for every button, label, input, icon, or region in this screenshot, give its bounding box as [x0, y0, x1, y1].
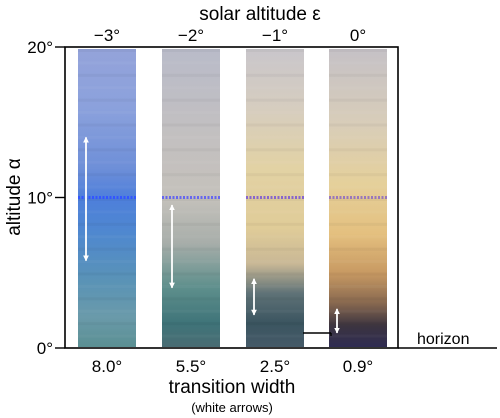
transition-width-labels: 8.0° 5.5° 2.5° 0.9°: [92, 357, 373, 376]
sky-band: [78, 99, 136, 102]
sky-band: [329, 223, 387, 226]
sky-band: [78, 273, 136, 276]
sky-band: [246, 335, 304, 338]
sky-band: [246, 111, 304, 114]
strips-layer: [78, 49, 387, 347]
sky-band: [162, 173, 220, 176]
sky-band: [246, 161, 304, 164]
sky-band: [329, 260, 387, 263]
sky-band: [246, 260, 304, 263]
sky-band: [329, 186, 387, 189]
sky-band: [246, 248, 304, 251]
sky-band: [329, 99, 387, 102]
sky-band: [246, 235, 304, 238]
sky-band: [329, 161, 387, 164]
y-tick-label: 20°: [27, 38, 53, 57]
sky-band: [162, 99, 220, 102]
y-axis-ticks: 0° 10° 20°: [27, 38, 65, 358]
sky-band: [162, 285, 220, 288]
sky-band: [329, 61, 387, 64]
sky-band: [162, 136, 220, 139]
sky-band: [162, 74, 220, 77]
solar-altitude-labels: −3° −2° −1° 0°: [94, 26, 366, 45]
y-tick-label: 10°: [27, 189, 53, 208]
sky-band: [329, 248, 387, 251]
solar-altitude-label: −3°: [94, 26, 120, 45]
sky-band: [329, 49, 387, 52]
sky-band: [162, 61, 220, 64]
sky-band: [246, 74, 304, 77]
sky-band: [246, 99, 304, 102]
sky-band: [78, 285, 136, 288]
sky-band: [329, 173, 387, 176]
sky-band: [162, 161, 220, 164]
sky-band: [78, 322, 136, 325]
sky-band: [246, 86, 304, 89]
sky-band: [162, 186, 220, 189]
sky-band: [78, 86, 136, 89]
sky-band: [162, 148, 220, 151]
sky-band: [329, 86, 387, 89]
sky-band: [329, 273, 387, 276]
y-tick-label: 0°: [37, 339, 53, 358]
sky-band: [246, 61, 304, 64]
y-axis-label: altitude α: [4, 158, 25, 236]
x-axis-sublabel: (white arrows): [191, 400, 273, 415]
sky-band: [78, 74, 136, 77]
solar-altitude-label: −2°: [178, 26, 204, 45]
sky-band: [329, 210, 387, 213]
sky-band: [246, 223, 304, 226]
transition-width-label: 0.9°: [343, 357, 373, 376]
sky-band: [162, 223, 220, 226]
transition-width-label: 2.5°: [260, 357, 290, 376]
chart-title: solar altitude ε: [199, 4, 321, 25]
sky-band: [246, 322, 304, 325]
sky-band: [162, 297, 220, 300]
sky-band: [246, 210, 304, 213]
sky-band: [78, 310, 136, 313]
sky-band: [162, 260, 220, 263]
sky-band: [162, 210, 220, 213]
solar-altitude-label: 0°: [350, 26, 366, 45]
transition-width-label: 5.5°: [176, 357, 206, 376]
sky-band: [329, 136, 387, 139]
x-axis-label: transition width: [169, 377, 296, 398]
sky-band: [329, 111, 387, 114]
sky-band: [162, 273, 220, 276]
sky-band: [162, 322, 220, 325]
sky-band: [329, 335, 387, 338]
sky-band: [329, 124, 387, 127]
sky-band: [246, 273, 304, 276]
horizon-label: horizon: [417, 331, 469, 348]
sky-band: [78, 297, 136, 300]
sky-band: [329, 235, 387, 238]
sky-band: [246, 124, 304, 127]
sky-band: [162, 335, 220, 338]
sky-band: [162, 124, 220, 127]
sky-band: [246, 49, 304, 52]
sky-band: [78, 111, 136, 114]
sky-band: [78, 61, 136, 64]
sky-band: [78, 335, 136, 338]
transition-width-label: 8.0°: [92, 357, 122, 376]
sky-band: [246, 186, 304, 189]
sky-band: [162, 49, 220, 52]
sky-band: [329, 74, 387, 77]
sky-band: [162, 310, 220, 313]
sky-band: [162, 248, 220, 251]
sky-band: [78, 49, 136, 52]
sky-band: [246, 148, 304, 151]
sky-band: [329, 297, 387, 300]
sky-band: [78, 124, 136, 127]
sky-band: [162, 235, 220, 238]
sky-band: [329, 148, 387, 151]
sky-band: [162, 111, 220, 114]
sky-band: [246, 136, 304, 139]
solar-altitude-label: −1°: [262, 26, 288, 45]
sky-band: [246, 173, 304, 176]
sky-band: [162, 86, 220, 89]
sky-band: [329, 285, 387, 288]
